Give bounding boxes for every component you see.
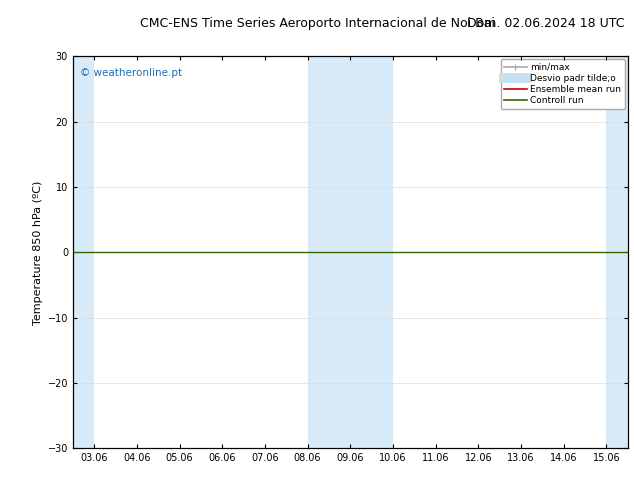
Y-axis label: Temperature 850 hPa (ºC): Temperature 850 hPa (ºC) (34, 180, 43, 324)
Text: CMC-ENS Time Series Aeroporto Internacional de Noi Bai: CMC-ENS Time Series Aeroporto Internacio… (139, 17, 495, 30)
Text: © weatheronline.pt: © weatheronline.pt (79, 68, 182, 78)
Bar (73, 56, 94, 448)
Legend: min/max, Desvio padr tilde;o, Ensemble mean run, Controll run: min/max, Desvio padr tilde;o, Ensemble m… (501, 59, 625, 109)
Text: Dom. 02.06.2024 18 UTC: Dom. 02.06.2024 18 UTC (467, 17, 624, 30)
Bar (307, 56, 393, 448)
Bar (606, 56, 628, 448)
